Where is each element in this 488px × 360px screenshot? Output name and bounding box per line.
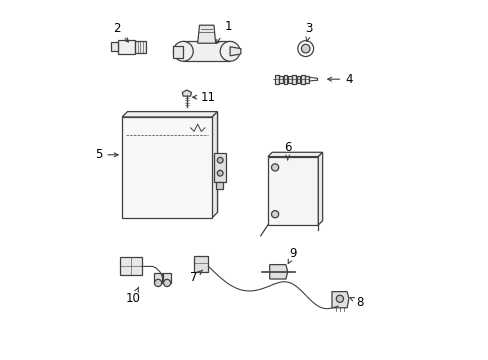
Polygon shape [127,112,217,212]
Polygon shape [287,76,291,83]
Polygon shape [212,112,217,218]
Polygon shape [267,157,318,225]
Polygon shape [182,90,191,96]
Polygon shape [194,256,208,272]
Text: 9: 9 [287,247,296,264]
Circle shape [154,279,162,287]
Polygon shape [197,25,215,43]
Text: 1: 1 [216,21,232,44]
Polygon shape [134,41,146,53]
Circle shape [336,295,343,302]
Circle shape [301,44,309,53]
Circle shape [220,41,240,61]
Polygon shape [122,112,217,117]
Polygon shape [275,75,278,84]
Text: 10: 10 [125,287,140,305]
Polygon shape [230,47,241,56]
Polygon shape [120,257,142,275]
Circle shape [271,164,278,171]
Polygon shape [215,182,223,189]
Polygon shape [292,75,295,84]
Text: 2: 2 [113,22,128,42]
Text: 8: 8 [349,296,363,309]
Polygon shape [283,75,287,84]
Text: 3: 3 [305,22,312,41]
Polygon shape [153,273,162,283]
Text: 5: 5 [95,148,118,161]
Polygon shape [318,152,322,225]
Polygon shape [331,292,348,308]
Polygon shape [172,46,183,58]
Polygon shape [279,76,283,83]
Polygon shape [301,75,304,84]
Polygon shape [122,117,212,218]
Polygon shape [296,76,300,83]
Polygon shape [305,76,308,83]
Polygon shape [213,153,226,182]
Circle shape [163,279,170,287]
Polygon shape [111,42,118,51]
Circle shape [271,211,278,218]
Polygon shape [269,265,287,279]
Text: 4: 4 [327,73,352,86]
Polygon shape [163,273,171,283]
Circle shape [297,41,313,57]
Circle shape [173,41,193,61]
Text: 11: 11 [192,91,216,104]
Text: 6: 6 [284,141,291,160]
Text: 7: 7 [190,270,203,284]
Polygon shape [118,40,134,54]
Circle shape [217,157,223,163]
Polygon shape [267,152,322,157]
Polygon shape [183,41,230,61]
Circle shape [217,170,223,176]
